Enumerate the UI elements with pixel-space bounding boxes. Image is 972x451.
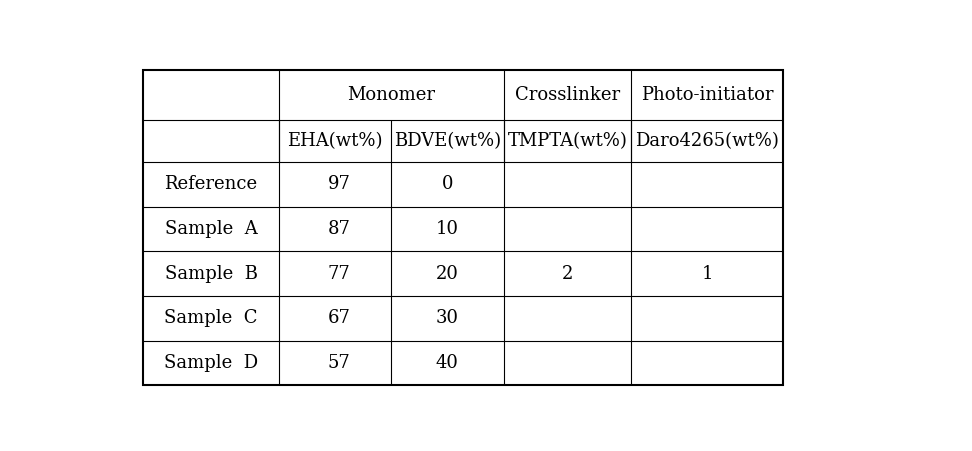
Text: 97: 97 [328, 175, 350, 193]
Text: 57: 57 [328, 354, 350, 372]
Text: 10: 10 [435, 220, 459, 238]
Text: Daro4265(wt%): Daro4265(wt%) [635, 132, 779, 150]
Text: 1: 1 [701, 265, 712, 283]
Text: Monomer: Monomer [347, 86, 435, 104]
Text: 0: 0 [441, 175, 453, 193]
Text: Sample  D: Sample D [164, 354, 259, 372]
Text: Crosslinker: Crosslinker [515, 86, 620, 104]
Text: Sample  B: Sample B [164, 265, 258, 283]
Bar [143, 69, 782, 385]
Text: 30: 30 [435, 309, 459, 327]
Text: 67: 67 [328, 309, 350, 327]
Text: Sample  A: Sample A [164, 220, 258, 238]
Text: 40: 40 [436, 354, 459, 372]
Text: EHA(wt%): EHA(wt%) [288, 132, 383, 150]
Text: 20: 20 [436, 265, 459, 283]
Text: TMPTA(wt%): TMPTA(wt%) [507, 132, 628, 150]
Text: 2: 2 [562, 265, 573, 283]
Text: 77: 77 [328, 265, 350, 283]
Text: Photo-initiator: Photo-initiator [641, 86, 774, 104]
Text: Sample  C: Sample C [164, 309, 258, 327]
Text: Reference: Reference [164, 175, 258, 193]
Text: BDVE(wt%): BDVE(wt%) [394, 132, 501, 150]
Text: 87: 87 [328, 220, 350, 238]
